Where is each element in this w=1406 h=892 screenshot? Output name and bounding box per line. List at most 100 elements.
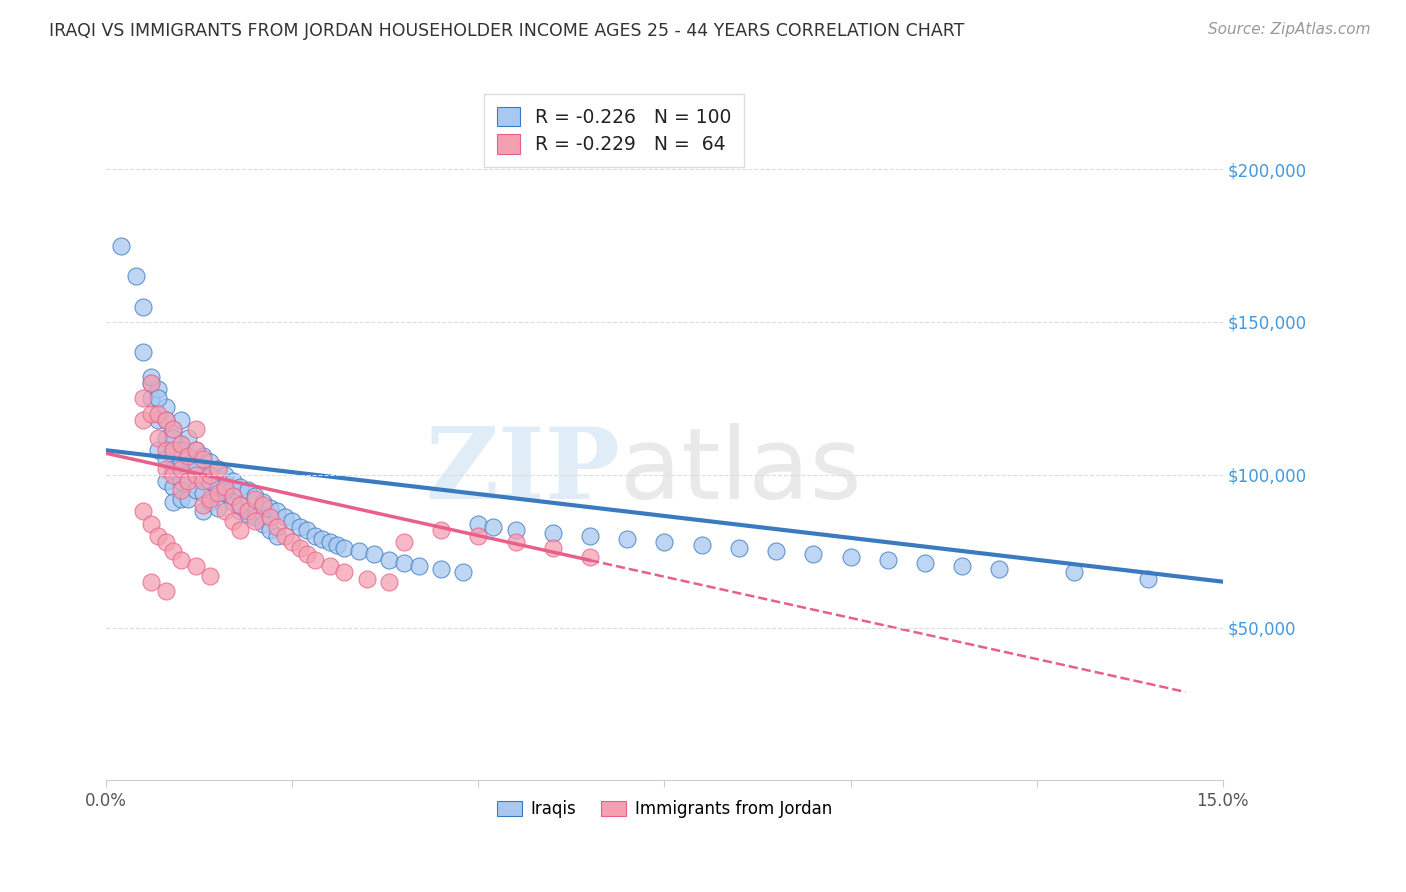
Point — [200, 568, 222, 582]
Point — [1063, 566, 1085, 580]
Point — [184, 443, 207, 458]
Point — [177, 450, 200, 464]
Point — [252, 516, 274, 531]
Point — [281, 535, 304, 549]
Point — [222, 495, 245, 509]
Point — [162, 443, 184, 458]
Point — [288, 541, 311, 555]
Point — [214, 480, 236, 494]
Point — [408, 559, 430, 574]
Point — [191, 498, 214, 512]
Point — [184, 467, 207, 482]
Point — [191, 504, 214, 518]
Point — [169, 437, 191, 451]
Point — [356, 572, 378, 586]
Point — [177, 492, 200, 507]
Point — [169, 474, 191, 488]
Point — [155, 413, 177, 427]
Point — [333, 566, 356, 580]
Point — [222, 489, 245, 503]
Point — [690, 538, 713, 552]
Point — [200, 467, 222, 482]
Point — [236, 504, 259, 518]
Point — [295, 523, 318, 537]
Point — [148, 392, 170, 406]
Point — [229, 523, 252, 537]
Point — [914, 557, 936, 571]
Point — [191, 452, 214, 467]
Point — [378, 574, 401, 589]
Point — [654, 535, 676, 549]
Point — [467, 529, 489, 543]
Point — [304, 529, 326, 543]
Point — [200, 495, 222, 509]
Point — [162, 480, 184, 494]
Point — [229, 498, 252, 512]
Point — [184, 458, 207, 473]
Point — [392, 535, 415, 549]
Point — [207, 486, 229, 500]
Point — [616, 532, 638, 546]
Point — [148, 407, 170, 421]
Point — [155, 474, 177, 488]
Point — [363, 547, 385, 561]
Point — [243, 492, 266, 507]
Point — [541, 541, 564, 555]
Point — [139, 376, 162, 390]
Point — [728, 541, 751, 555]
Point — [177, 431, 200, 445]
Point — [430, 562, 453, 576]
Point — [169, 553, 191, 567]
Point — [155, 535, 177, 549]
Point — [288, 519, 311, 533]
Point — [207, 480, 229, 494]
Point — [765, 544, 787, 558]
Point — [243, 510, 266, 524]
Point — [214, 467, 236, 482]
Point — [988, 562, 1011, 576]
Point — [155, 461, 177, 475]
Point — [139, 574, 162, 589]
Point — [207, 461, 229, 475]
Point — [132, 392, 155, 406]
Point — [169, 452, 191, 467]
Point — [259, 501, 281, 516]
Point — [169, 443, 191, 458]
Point — [950, 559, 973, 574]
Point — [266, 504, 288, 518]
Point — [125, 269, 148, 284]
Point — [482, 519, 505, 533]
Point — [139, 376, 162, 390]
Point — [259, 510, 281, 524]
Point — [148, 431, 170, 445]
Text: ZIP: ZIP — [425, 423, 620, 519]
Point — [148, 529, 170, 543]
Point — [259, 523, 281, 537]
Point — [162, 422, 184, 436]
Point — [801, 547, 824, 561]
Point — [266, 519, 288, 533]
Point — [266, 529, 288, 543]
Point — [236, 508, 259, 522]
Point — [222, 474, 245, 488]
Point — [200, 474, 222, 488]
Point — [132, 345, 155, 359]
Point — [162, 467, 184, 482]
Point — [207, 501, 229, 516]
Point — [132, 413, 155, 427]
Point — [177, 474, 200, 488]
Point — [139, 370, 162, 384]
Point — [839, 550, 862, 565]
Point — [236, 483, 259, 497]
Point — [148, 443, 170, 458]
Legend: Iraqis, Immigrants from Jordan: Iraqis, Immigrants from Jordan — [491, 793, 838, 825]
Point — [184, 483, 207, 497]
Point — [110, 238, 132, 252]
Point — [207, 461, 229, 475]
Point — [148, 413, 170, 427]
Point — [392, 557, 415, 571]
Point — [304, 553, 326, 567]
Point — [162, 461, 184, 475]
Point — [430, 523, 453, 537]
Text: IRAQI VS IMMIGRANTS FROM JORDAN HOUSEHOLDER INCOME AGES 25 - 44 YEARS CORRELATIO: IRAQI VS IMMIGRANTS FROM JORDAN HOUSEHOL… — [49, 22, 965, 40]
